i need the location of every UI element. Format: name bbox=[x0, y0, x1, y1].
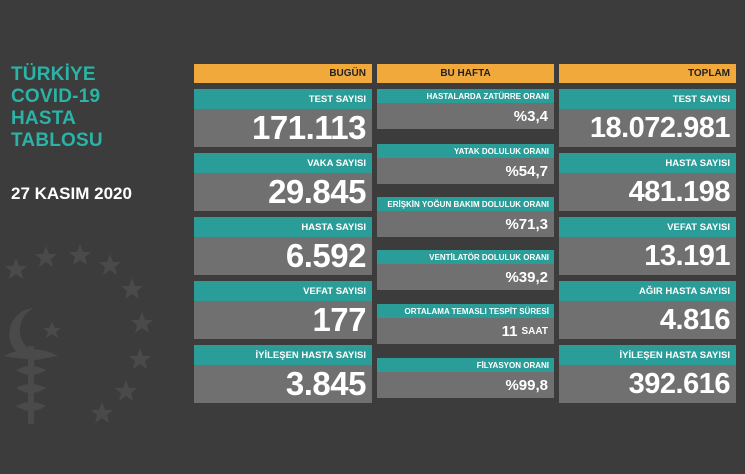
week-column: BU HAFTA HASTALARDA ZATÜRRE ORANI %3,4 Y… bbox=[377, 64, 554, 406]
card-label: YATAK DOLULUK ORANI bbox=[377, 144, 554, 158]
card-value: 6.592 bbox=[194, 237, 372, 275]
total-test-card: TEST SAYISI 18.072.981 bbox=[559, 89, 736, 147]
card-label: HASTA SAYISI bbox=[559, 153, 736, 173]
card-label: VAKA SAYISI bbox=[194, 153, 372, 173]
card-label: VENTİLATÖR DOLULUK ORANI bbox=[377, 250, 554, 264]
card-value: %54,7 bbox=[377, 158, 554, 184]
card-label: HASTALARDA ZATÜRRE ORANI bbox=[377, 89, 554, 103]
card-label: ORTALAMA TEMASLI TESPİT SÜRESİ bbox=[377, 304, 554, 318]
card-value: 4.816 bbox=[559, 301, 736, 339]
total-severe-card: AĞIR HASTA SAYISI 4.816 bbox=[559, 281, 736, 339]
card-value: %71,3 bbox=[377, 211, 554, 237]
title-line: TABLOSU bbox=[11, 130, 103, 151]
total-header: TOPLAM bbox=[559, 64, 736, 83]
card-label: İYİLEŞEN HASTA SAYISI bbox=[559, 345, 736, 365]
card-value: 29.845 bbox=[194, 173, 372, 211]
total-patient-card: HASTA SAYISI 481.198 bbox=[559, 153, 736, 211]
title-line: HASTA bbox=[11, 108, 77, 129]
total-recovered-card: İYİLEŞEN HASTA SAYISI 392.616 bbox=[559, 345, 736, 403]
today-case-card: VAKA SAYISI 29.845 bbox=[194, 153, 372, 211]
week-ventilator-card: VENTİLATÖR DOLULUK ORANI %39,2 bbox=[377, 250, 554, 290]
card-label: TEST SAYISI bbox=[559, 89, 736, 109]
card-label: FİLYASYON ORANI bbox=[377, 358, 554, 372]
ministry-of-health-emblem-icon bbox=[4, 244, 153, 424]
card-value: 3.845 bbox=[194, 365, 372, 403]
card-value: %99,8 bbox=[377, 372, 554, 398]
card-label: İYİLEŞEN HASTA SAYISI bbox=[194, 345, 372, 365]
value-number: 11 bbox=[501, 322, 518, 340]
page-title: TÜRKİYE COVID-19 HASTA TABLOSU bbox=[11, 64, 103, 152]
week-contact-time-card: ORTALAMA TEMASLI TESPİT SÜRESİ 11 SAAT bbox=[377, 304, 554, 344]
total-death-card: VEFAT SAYISI 13.191 bbox=[559, 217, 736, 275]
card-label: VEFAT SAYISI bbox=[559, 217, 736, 237]
total-column: TOPLAM TEST SAYISI 18.072.981 HASTA SAYI… bbox=[559, 64, 736, 406]
value-number: %3,4 bbox=[513, 107, 548, 125]
card-value: 481.198 bbox=[559, 173, 736, 211]
today-column: BUGÜN TEST SAYISI 171.113 VAKA SAYISI 29… bbox=[194, 64, 372, 406]
value-unit: SAAT bbox=[521, 325, 548, 337]
card-value: 13.191 bbox=[559, 237, 736, 275]
card-value: %39,2 bbox=[377, 264, 554, 290]
week-icu-occupancy-card: ERİŞKİN YOĞUN BAKIM DOLULUK ORANI %71,3 bbox=[377, 197, 554, 237]
today-header: BUGÜN bbox=[194, 64, 372, 83]
today-recovered-card: İYİLEŞEN HASTA SAYISI 3.845 bbox=[194, 345, 372, 403]
card-value: %3,4 bbox=[377, 103, 554, 129]
card-value: 18.072.981 bbox=[559, 109, 736, 147]
today-test-card: TEST SAYISI 171.113 bbox=[194, 89, 372, 147]
card-label: TEST SAYISI bbox=[194, 89, 372, 109]
value-number: %99,8 bbox=[505, 376, 548, 394]
report-date: 27 KASIM 2020 bbox=[11, 184, 132, 203]
today-patient-card: HASTA SAYISI 6.592 bbox=[194, 217, 372, 275]
value-number: %71,3 bbox=[505, 215, 548, 233]
today-death-card: VEFAT SAYISI 177 bbox=[194, 281, 372, 339]
week-header: BU HAFTA bbox=[377, 64, 554, 83]
card-label: VEFAT SAYISI bbox=[194, 281, 372, 301]
title-line: TÜRKİYE bbox=[11, 64, 96, 85]
title-line: COVID-19 bbox=[11, 86, 101, 107]
value-number: %54,7 bbox=[505, 162, 548, 180]
card-value: 171.113 bbox=[194, 109, 372, 147]
week-filiation-card: FİLYASYON ORANI %99,8 bbox=[377, 358, 554, 398]
card-value: 11 SAAT bbox=[377, 318, 554, 344]
card-value: 392.616 bbox=[559, 365, 736, 403]
card-label: ERİŞKİN YOĞUN BAKIM DOLULUK ORANI bbox=[377, 197, 554, 211]
card-value: 177 bbox=[194, 301, 372, 339]
week-bed-occupancy-card: YATAK DOLULUK ORANI %54,7 bbox=[377, 144, 554, 184]
week-pneumonia-card: HASTALARDA ZATÜRRE ORANI %3,4 bbox=[377, 89, 554, 129]
card-label: HASTA SAYISI bbox=[194, 217, 372, 237]
card-label: AĞIR HASTA SAYISI bbox=[559, 281, 736, 301]
value-number: %39,2 bbox=[505, 268, 548, 286]
